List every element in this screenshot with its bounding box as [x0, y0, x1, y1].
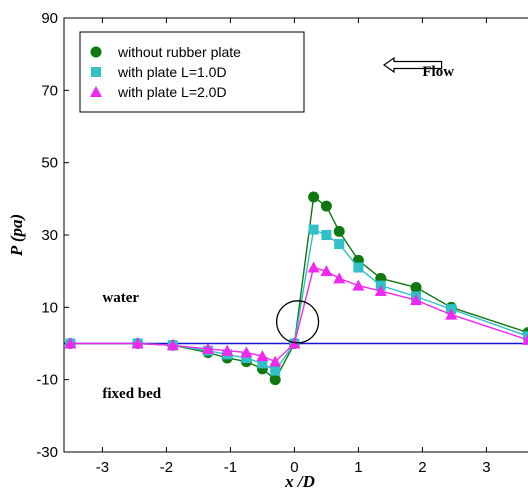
data-point-2	[522, 333, 528, 345]
data-point-2	[269, 355, 282, 367]
data-point-0	[410, 281, 422, 293]
data-point-2	[64, 337, 77, 349]
data-point-2	[333, 272, 346, 284]
data-point-1	[241, 352, 252, 363]
x-tick-label: 1	[354, 459, 362, 476]
data-point-1	[353, 262, 364, 273]
x-tick-label: -1	[224, 459, 237, 476]
data-point-2	[221, 344, 234, 356]
data-point-2	[320, 265, 333, 277]
data-point-1	[257, 358, 268, 369]
data-point-2	[240, 346, 253, 358]
legend-box	[79, 31, 305, 113]
x-tick-label: -2	[160, 459, 173, 476]
y-tick-label: -10	[36, 372, 58, 389]
data-point-2	[374, 285, 387, 297]
data-point-2	[131, 337, 144, 349]
data-point-2	[410, 294, 422, 306]
data-point-1	[308, 224, 319, 235]
data-point-0	[320, 200, 332, 212]
y-tick-label: 30	[41, 227, 58, 244]
data-point-0	[308, 191, 320, 203]
x-axis-ticks: -3 -2 -1 0 1 2 3	[96, 18, 491, 476]
data-point-2	[445, 308, 458, 320]
legend-marker-plate-1d	[91, 67, 101, 77]
fixed-bed-label: fixed bed	[102, 386, 161, 402]
flow-label: Flow	[422, 64, 454, 80]
data-point-2	[307, 261, 320, 273]
data-point-2	[352, 279, 365, 291]
data-point-2	[166, 339, 179, 351]
data-point-1	[334, 239, 345, 250]
x-tick-label: 3	[482, 459, 490, 476]
data-point-2	[202, 342, 214, 354]
legend-label-without-plate: without rubber plate	[117, 44, 241, 60]
y-axis-title: P (pa)	[7, 214, 26, 257]
x-tick-label: 0	[290, 459, 298, 476]
data-point-0	[333, 225, 345, 237]
x-tick-label: 2	[418, 459, 426, 476]
water-label: water	[102, 290, 139, 306]
y-tick-label: 70	[41, 82, 58, 99]
data-point-1	[270, 365, 281, 376]
data-point-1	[321, 230, 332, 240]
data-point-2	[256, 350, 269, 362]
legend-label-plate-2d: with plate L=2.0D	[117, 84, 227, 100]
data-point-0	[269, 374, 281, 386]
series-group	[64, 191, 528, 386]
transition-circle	[275, 300, 320, 344]
y-axis-ticks: -30 -10 10 30 50 70 90	[36, 10, 69, 461]
flow-arrow-group: Flow	[382, 56, 454, 80]
legend-label-plate-1d: with plate L=1.0D	[117, 64, 227, 80]
y-tick-label: 90	[41, 10, 58, 27]
legend: without rubber plate with plate L=1.0D w…	[79, 31, 305, 113]
legend-marker-without-plate	[90, 46, 102, 58]
y-tick-label: -30	[36, 444, 58, 461]
y-tick-label: 10	[41, 299, 58, 316]
x-tick-label: -3	[96, 459, 109, 476]
x-axis-title: x /D	[284, 472, 315, 491]
data-point-1	[523, 331, 528, 342]
flow-arrow-icon	[382, 56, 443, 74]
legend-marker-plate-2d	[90, 86, 102, 97]
y-tick-label: 50	[41, 155, 58, 172]
